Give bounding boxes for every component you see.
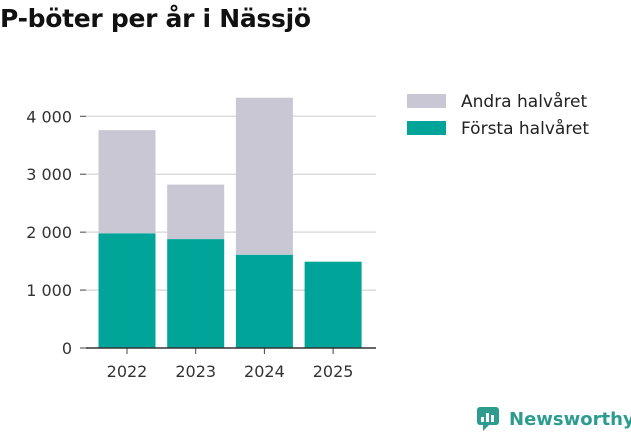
bar-2025-forsta	[304, 261, 362, 348]
legend-swatch	[407, 121, 446, 135]
chart-title: P-böter per år i Nässjö	[0, 4, 311, 33]
bar-2023-andra	[167, 184, 225, 240]
y-tick-label: 2 000	[26, 223, 72, 242]
bars	[98, 97, 362, 348]
brand-name: Newsworthy	[509, 408, 631, 430]
y-tick-label: 3 000	[26, 165, 72, 184]
legend-label: Första halvåret	[461, 118, 589, 139]
bar-2024-forsta	[235, 254, 293, 348]
x-tick-label: 2024	[244, 362, 285, 381]
bar-2023-forsta	[167, 239, 225, 348]
y-tick-label: 0	[62, 339, 72, 358]
legend: Andra halvåret Första halvåret	[407, 91, 589, 139]
bar-2022-forsta	[98, 233, 156, 348]
bar-2022-andra	[98, 130, 156, 234]
axes: 0 1 000 2 000 3 000 4 000 2022 2023 2024 2025	[26, 107, 376, 381]
newsworthy-logo-icon	[477, 407, 499, 431]
brand-logo: Newsworthy	[476, 406, 631, 432]
x-tick-label: 2023	[175, 362, 216, 381]
y-tick-label: 4 000	[26, 107, 72, 126]
legend-swatch	[407, 94, 446, 108]
y-tick-label: 1 000	[26, 281, 72, 300]
x-tick-label: 2025	[313, 362, 354, 381]
legend-label: Andra halvåret	[461, 91, 587, 112]
bar-2024-andra	[235, 97, 293, 255]
x-tick-label: 2022	[107, 362, 148, 381]
